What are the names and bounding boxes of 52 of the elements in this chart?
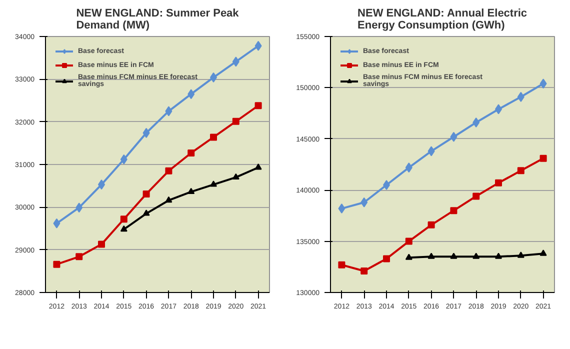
point: [517, 252, 524, 258]
point: [76, 202, 83, 213]
point: [428, 146, 435, 156]
point: [98, 240, 105, 248]
point: [165, 106, 172, 116]
point: [405, 238, 412, 245]
chart-title: NEW ENGLAND: Annual Electric Energy Consumption (GWh): [358, 8, 528, 32]
point: [495, 252, 502, 259]
point: [188, 89, 195, 100]
point: [360, 267, 368, 274]
point: [254, 164, 262, 170]
point: [338, 204, 346, 214]
point: [405, 254, 412, 260]
point: [254, 102, 262, 110]
chart-title: NEW ENGLAND: Summer Peak Demand (MW): [76, 8, 240, 32]
point: [165, 196, 172, 203]
point: [450, 207, 458, 214]
point: [517, 92, 524, 102]
point: [53, 260, 60, 268]
point: [450, 252, 458, 259]
point: [210, 134, 217, 141]
point: [517, 167, 524, 174]
point: [450, 132, 458, 142]
point: [540, 78, 547, 89]
point: [142, 128, 150, 138]
point: [472, 118, 480, 128]
point: [120, 154, 128, 164]
point: [210, 180, 217, 187]
point: [254, 40, 262, 51]
point: [232, 118, 240, 125]
point: [232, 173, 240, 180]
point: [142, 210, 150, 216]
point: [472, 192, 480, 200]
point: [428, 221, 435, 228]
point: [540, 154, 547, 162]
point: [338, 261, 346, 268]
point: [142, 190, 150, 198]
point: [472, 252, 480, 259]
point: [165, 167, 172, 174]
point: [360, 197, 368, 208]
point: [540, 250, 547, 256]
point: [188, 188, 195, 194]
point: [120, 225, 128, 232]
point: [495, 179, 502, 186]
point: [120, 216, 128, 223]
point: [76, 253, 83, 260]
point: [383, 255, 390, 262]
point: [53, 218, 60, 228]
point: [428, 252, 435, 259]
point: [405, 162, 412, 173]
point: [232, 56, 240, 67]
point: [188, 149, 195, 156]
